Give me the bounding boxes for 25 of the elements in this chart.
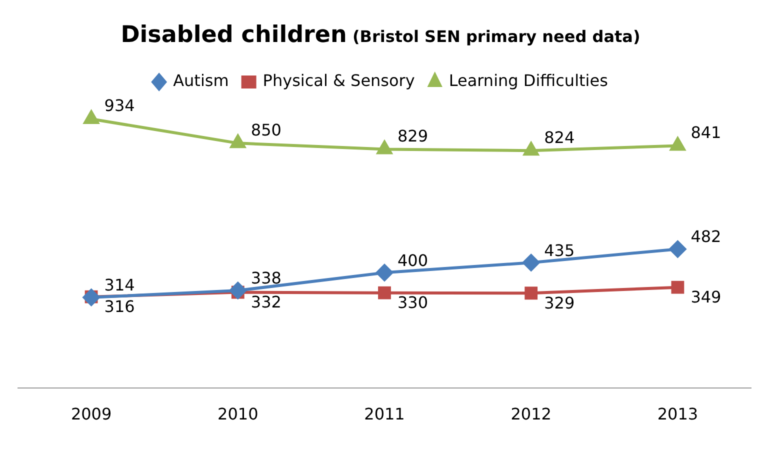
x-tick-label: 2011: [364, 404, 405, 424]
x-tick-label: 2012: [510, 404, 552, 424]
legend-label: Learning Difficulties: [448, 71, 608, 90]
data-label: 934: [104, 96, 135, 116]
legend-label: Physical & Sensory: [262, 71, 415, 90]
x-tick-label: 2013: [657, 404, 698, 424]
data-label: 400: [398, 250, 428, 270]
chart-subtitle: (Bristol SEN primary need data): [352, 27, 640, 46]
data-label: 824: [544, 128, 575, 147]
data-label: 829: [398, 126, 428, 146]
data-label: 314: [104, 276, 135, 295]
legend-label: Autism: [173, 71, 229, 90]
data-label: 850: [250, 120, 282, 140]
data-label: 349: [690, 288, 722, 307]
data-label: 841: [690, 122, 722, 142]
data-label: 338: [250, 268, 282, 288]
data-label: 329: [544, 293, 575, 312]
x-tick-label: 2009: [70, 404, 112, 424]
x-tick-label: 2010: [218, 404, 258, 424]
data-label: 330: [398, 292, 428, 312]
chart-title: Disabled children: [120, 22, 347, 48]
data-label: 332: [250, 292, 282, 312]
data-label: 316: [104, 297, 135, 316]
data-label: 482: [690, 227, 722, 246]
data-label: 435: [544, 240, 575, 260]
